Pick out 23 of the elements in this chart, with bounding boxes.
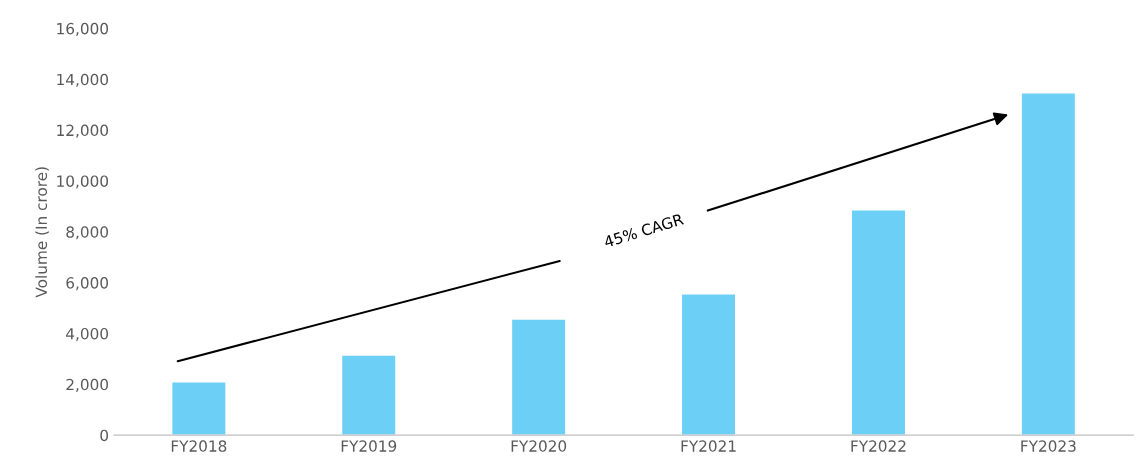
y-axis-title: Volume (In crore) [35,167,49,298]
y-tick-label: 14,000 [57,73,109,87]
y-tick-label: 4,000 [66,327,109,342]
y-tick-label: 10,000 [57,175,109,189]
bar [340,354,397,436]
x-tick-label: FY2021 [681,440,736,452]
x-tick-label: FY2019 [341,440,397,452]
annotation: 45% CAGR [603,213,685,248]
y-tick-label: 12,000 [57,124,109,138]
y-tick-label: 6,000 [66,277,109,291]
y-tick-label: 2,000 [66,378,109,392]
bar [680,293,737,436]
y-tick-label: 16,000 [57,22,109,36]
bar [170,381,227,436]
x-tick-label: FY2023 [1021,440,1076,452]
bar [1020,92,1077,436]
x-tick-label: FY2020 [511,440,567,452]
x-tick-label: FY2022 [851,440,906,452]
x-tick-label: FY2018 [171,440,227,452]
y-tick-label: 0 [100,429,109,442]
bar [850,209,907,436]
y-tick-label: 8,000 [66,226,109,240]
bar [510,318,567,436]
